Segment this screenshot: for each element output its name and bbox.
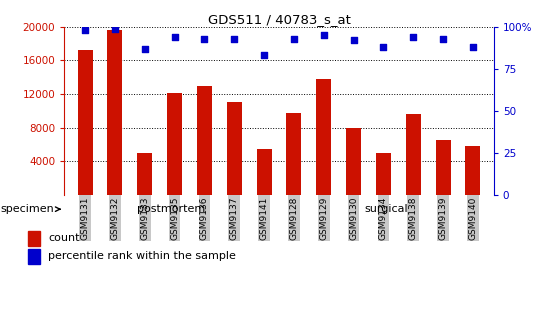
Bar — [346, 128, 361, 195]
Point — [170, 34, 179, 40]
Bar — [28, 231, 41, 246]
Point — [349, 38, 358, 43]
Bar — [376, 153, 391, 195]
Text: count: count — [48, 234, 79, 244]
Bar — [406, 114, 421, 195]
Text: percentile rank within the sample: percentile rank within the sample — [48, 251, 236, 261]
Point — [409, 34, 418, 40]
Point — [319, 33, 328, 38]
Point — [379, 44, 388, 50]
Bar — [167, 93, 182, 195]
Bar — [28, 249, 41, 264]
Bar — [227, 102, 242, 195]
Point — [200, 36, 209, 41]
Point — [469, 44, 478, 50]
Text: specimen: specimen — [0, 204, 60, 214]
Point — [290, 36, 299, 41]
Point — [140, 46, 149, 51]
Bar — [316, 79, 331, 195]
Point — [80, 28, 89, 33]
Bar — [286, 113, 301, 195]
Bar — [465, 146, 480, 195]
Bar — [108, 30, 122, 195]
Text: postmortem: postmortem — [137, 204, 206, 214]
Point — [259, 53, 268, 58]
Text: surgical: surgical — [364, 204, 408, 214]
Bar — [257, 149, 272, 195]
Bar — [197, 86, 212, 195]
Title: GDS511 / 40783_s_at: GDS511 / 40783_s_at — [208, 13, 350, 26]
Point — [439, 36, 448, 41]
Bar — [436, 140, 450, 195]
Bar — [78, 50, 93, 195]
Point — [110, 26, 119, 31]
Point — [230, 36, 239, 41]
Bar — [137, 153, 152, 195]
